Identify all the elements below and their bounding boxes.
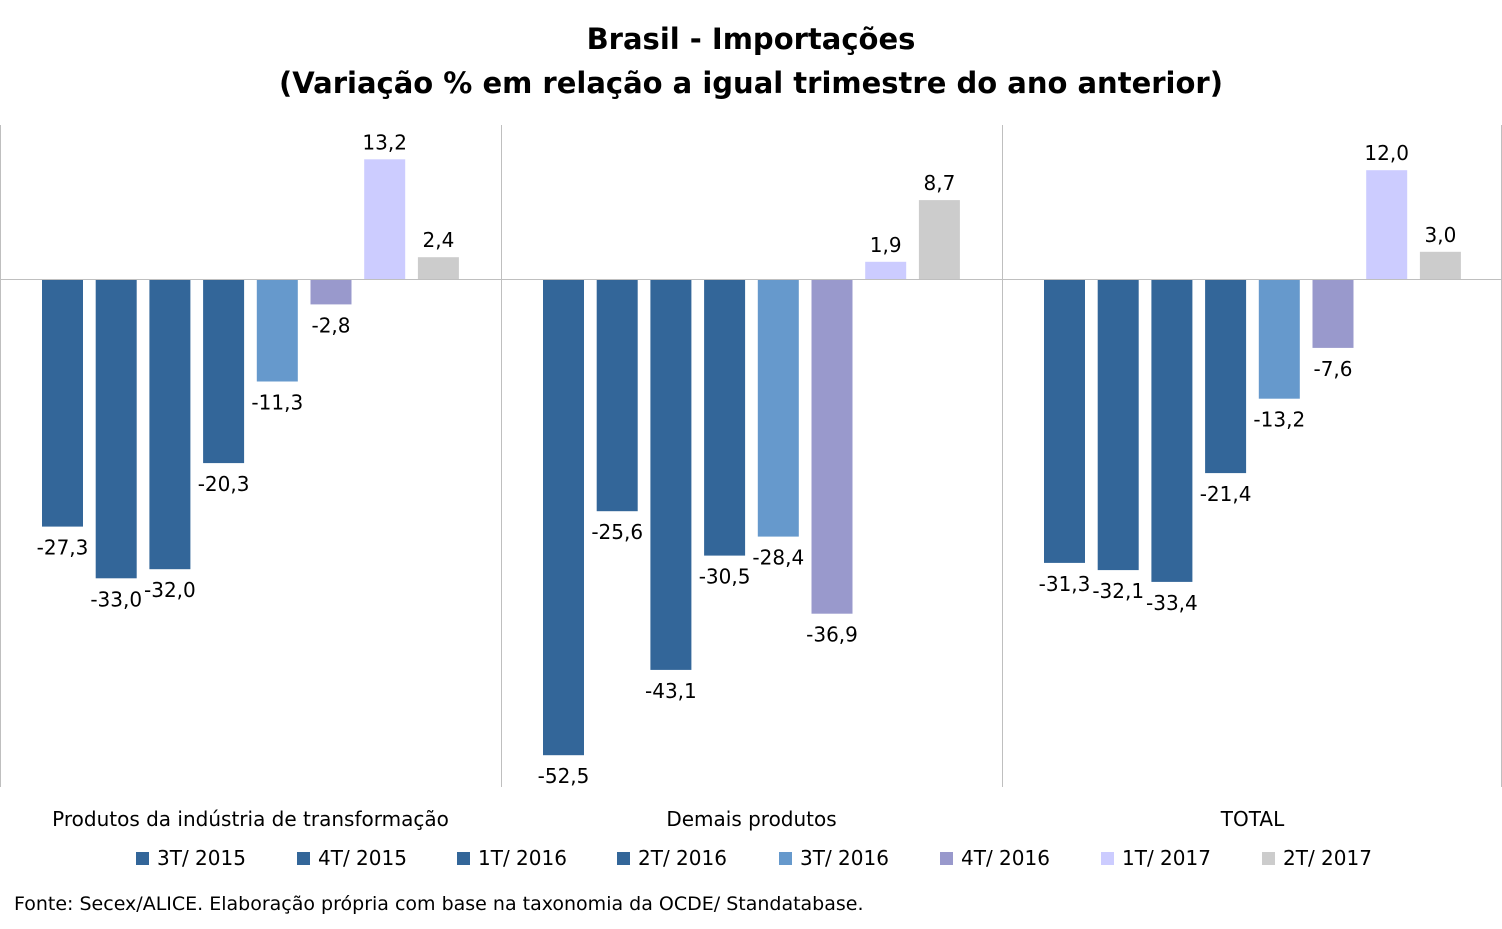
data-label: -7,6 (1313, 357, 1352, 381)
bar (1366, 170, 1408, 279)
bar-chart: -27,3 -33,0 -32,0 -20,3 -11,3 -2,8 13,2 2,4 Prod… (0, 125, 1502, 831)
bar (1044, 279, 1085, 563)
legend-swatch (1262, 851, 1275, 865)
legend-label: 3T/ 2015 (157, 846, 246, 870)
bar (256, 279, 298, 382)
data-label: -33,0 (90, 587, 142, 611)
bar (310, 279, 352, 305)
data-label: -43,1 (645, 679, 697, 703)
bar (1097, 279, 1139, 571)
data-label: 2,4 (422, 228, 454, 252)
bar (865, 261, 907, 279)
legend-swatch (617, 851, 630, 865)
legend-label: 3T/ 2016 (800, 846, 889, 870)
legend-label: 1T/ 2017 (1122, 846, 1211, 870)
data-label: 1,9 (870, 233, 902, 257)
chart-title: Brasil - Importações (586, 22, 916, 56)
bar (918, 200, 960, 279)
data-label: -13,2 (1253, 408, 1305, 432)
legend-swatch (297, 851, 310, 865)
data-label: -36,9 (806, 623, 858, 647)
chart-legend: 3T/ 2015 4T/ 2015 1T/ 2016 2T/ 2016 3T/ 2016… (0, 846, 1502, 876)
legend-swatch (1101, 851, 1114, 865)
data-label: 13,2 (362, 130, 407, 154)
data-label: -52,5 (538, 764, 590, 788)
legend-swatch (457, 851, 470, 865)
data-label: -25,6 (591, 520, 643, 544)
category-label: Produtos da indústria de transformação (52, 807, 449, 831)
legend-item: 2T/ 2016 (617, 846, 727, 870)
data-label: -31,3 (1039, 572, 1091, 596)
data-label: -2,8 (311, 313, 350, 337)
category-label: TOTAL (1220, 807, 1285, 831)
bar (757, 279, 799, 537)
chart-subtitle: (Variação % em relação a igual trimestre… (279, 66, 1223, 100)
bar (1312, 279, 1354, 348)
data-label: 8,7 (923, 171, 955, 195)
legend-label: 2T/ 2017 (1283, 846, 1372, 870)
legend-item: 4T/ 2016 (940, 846, 1050, 870)
bar (95, 279, 137, 579)
data-label: 3,0 (1424, 223, 1456, 247)
bar (1205, 279, 1247, 474)
bar (543, 279, 584, 756)
data-label: 12,0 (1364, 141, 1409, 165)
bar (364, 159, 406, 279)
bar (1258, 279, 1300, 399)
bar (650, 279, 692, 670)
data-label: -33,4 (1146, 591, 1198, 615)
bar (704, 279, 746, 556)
bar (203, 279, 245, 464)
bar (42, 279, 83, 527)
legend-label: 2T/ 2016 (638, 846, 727, 870)
data-label: -11,3 (251, 391, 303, 415)
data-label: -32,0 (144, 578, 196, 602)
category-label: Demais produtos (666, 807, 836, 831)
legend-item: 3T/ 2016 (779, 846, 889, 870)
legend-swatch (136, 851, 149, 865)
data-label: -28,4 (752, 546, 804, 570)
data-label: -32,1 (1092, 579, 1144, 603)
legend-item: 3T/ 2015 (136, 846, 246, 870)
legend-label: 4T/ 2015 (318, 846, 407, 870)
bar (811, 279, 853, 614)
legend-item: 1T/ 2017 (1101, 846, 1211, 870)
data-label: -21,4 (1200, 482, 1252, 506)
legend-item: 1T/ 2016 (457, 846, 567, 870)
legend-swatch (779, 851, 792, 865)
legend-label: 1T/ 2016 (478, 846, 567, 870)
bar (596, 279, 638, 512)
bar (417, 257, 459, 279)
legend-item: 2T/ 2017 (1262, 846, 1372, 870)
legend-item: 4T/ 2015 (297, 846, 407, 870)
bar (149, 279, 191, 570)
bar (1151, 279, 1193, 582)
bar (1419, 251, 1461, 279)
legend-label: 4T/ 2016 (961, 846, 1050, 870)
data-label: -20,3 (198, 472, 250, 496)
source-note: Fonte: Secex/ALICE. Elaboração própria c… (14, 893, 864, 915)
data-label: -27,3 (37, 536, 89, 560)
data-label: -30,5 (699, 565, 751, 589)
legend-swatch (940, 851, 953, 865)
